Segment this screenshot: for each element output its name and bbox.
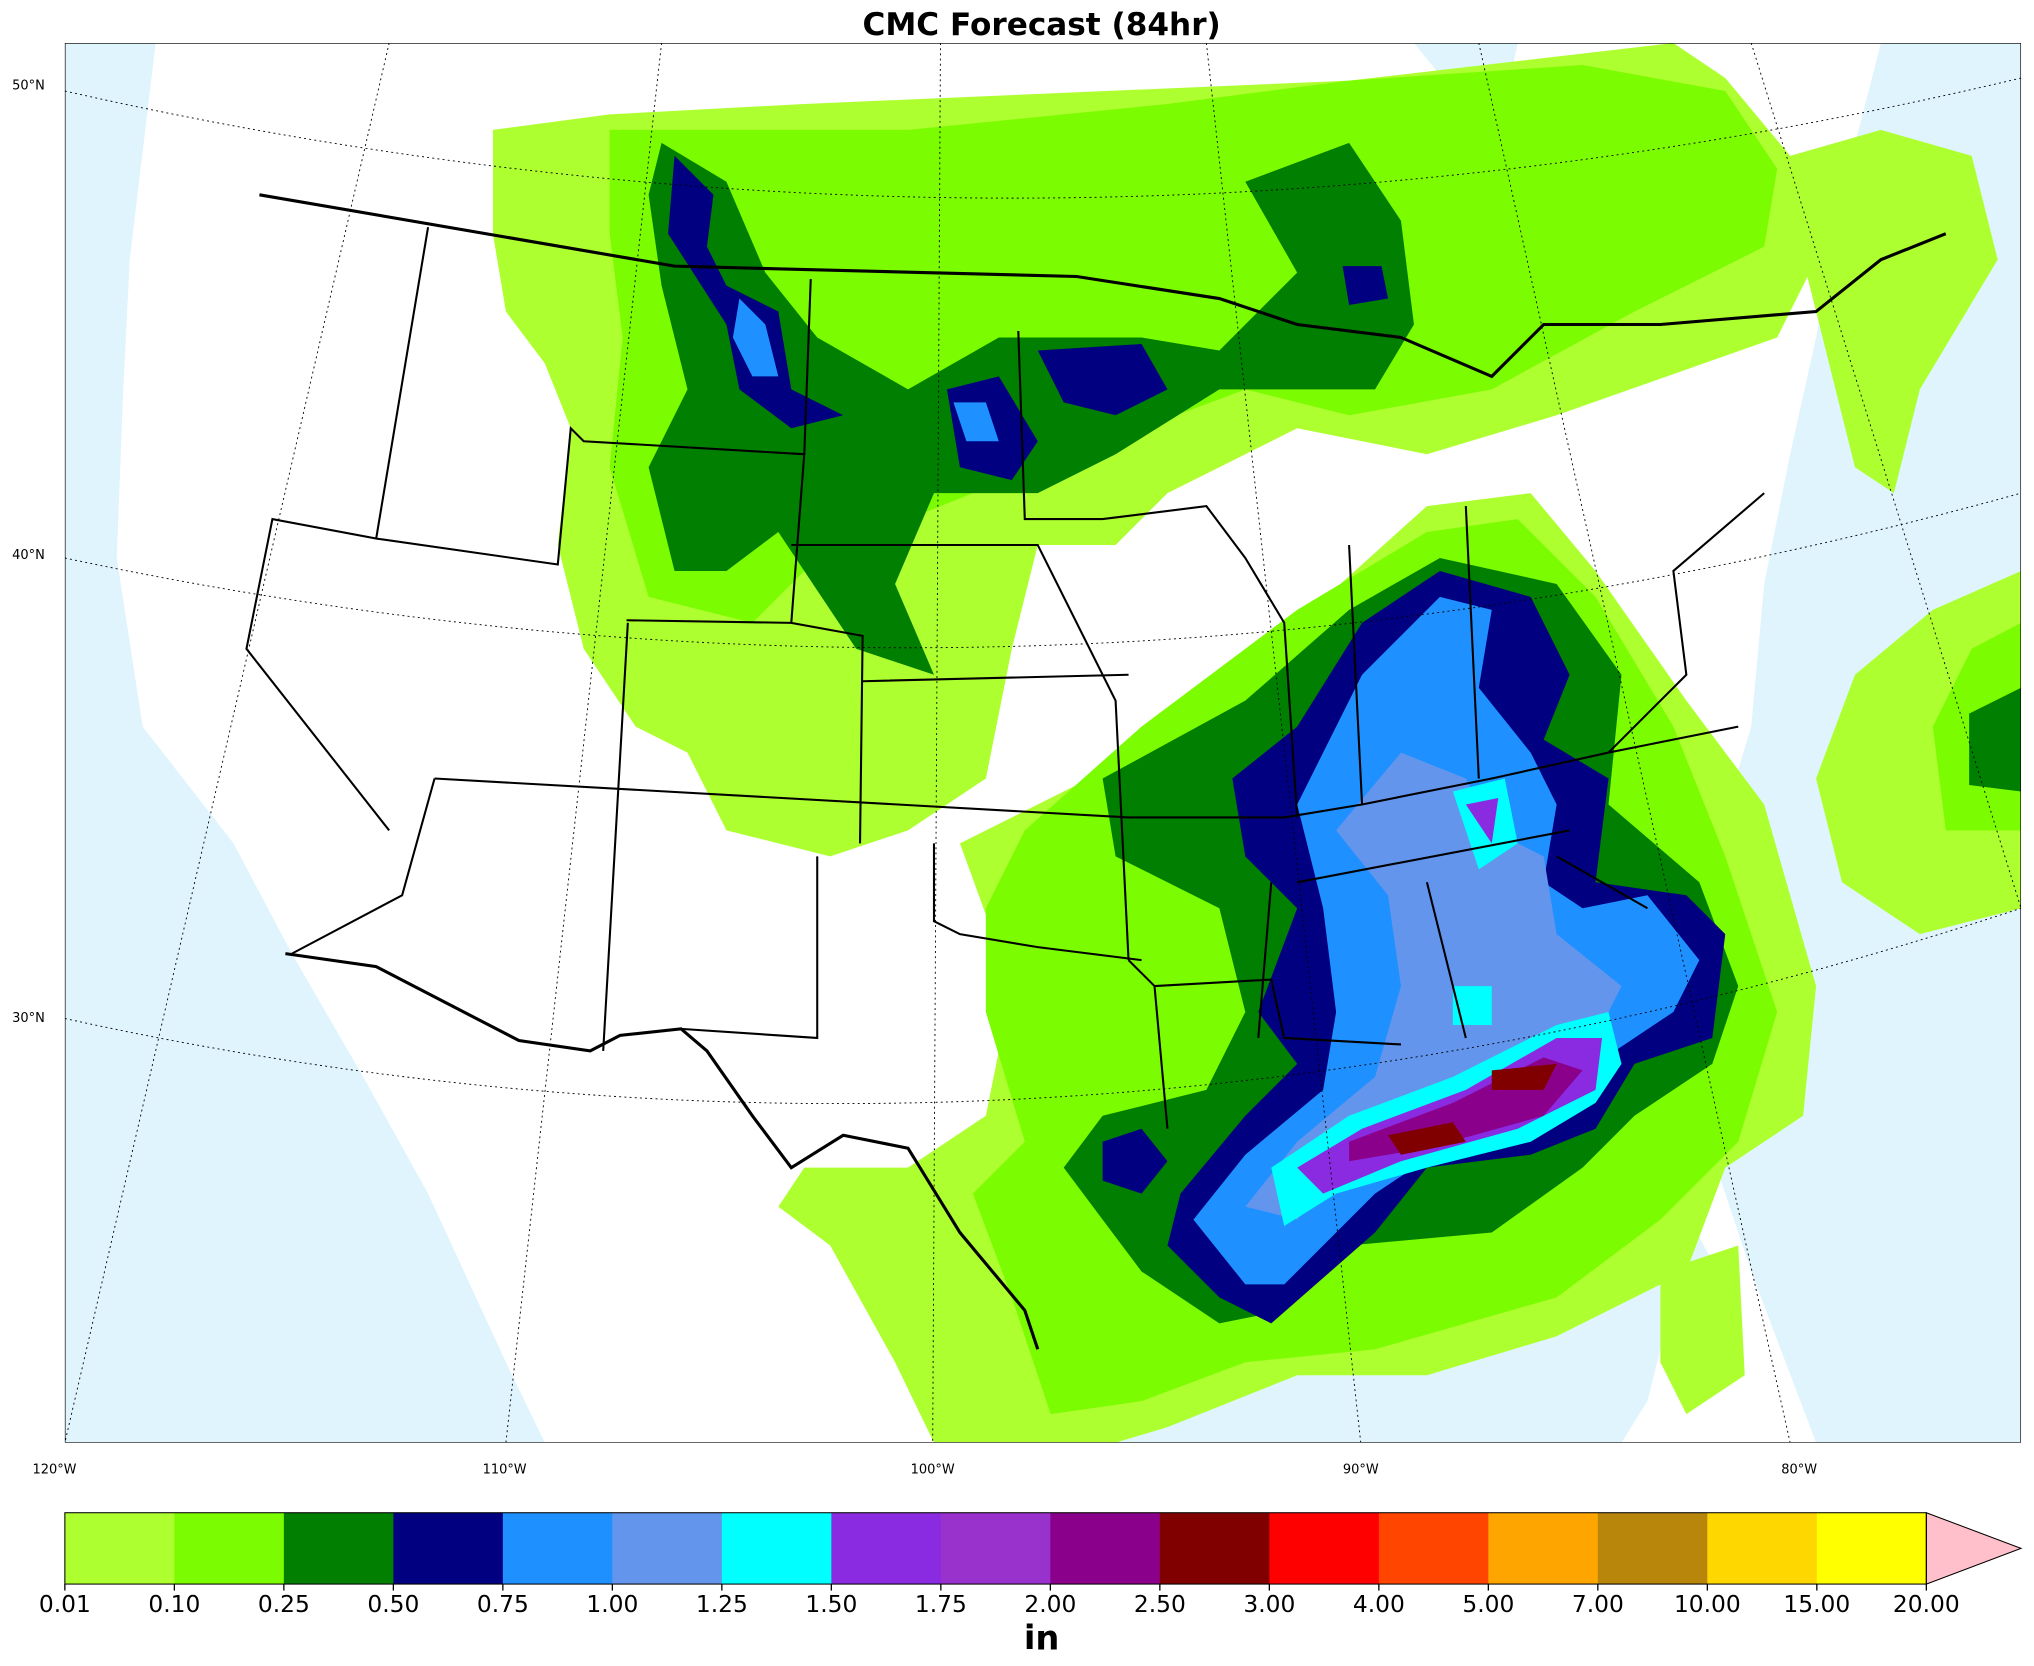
lat-label: 50°N bbox=[12, 78, 45, 93]
precip-contour bbox=[732, 298, 779, 377]
colorbar-extension bbox=[1925, 1511, 2023, 1585]
precip-contour bbox=[1245, 752, 1622, 1220]
precip-contour bbox=[953, 402, 999, 442]
colorbar-box bbox=[612, 1512, 723, 1585]
precip-contour bbox=[1465, 797, 1499, 844]
precip-contour bbox=[1037, 343, 1168, 416]
colorbar-tick-label: 0.25 bbox=[258, 1590, 310, 1618]
lon-label: 80°W bbox=[1781, 1462, 1817, 1477]
precip-contour bbox=[648, 142, 1414, 675]
colorbar-tick-label: 0.10 bbox=[148, 1590, 200, 1618]
colorbar-tick-label: 5.00 bbox=[1462, 1590, 1514, 1618]
lon-label: 90°W bbox=[1343, 1462, 1379, 1477]
colorbar-tick-label: 0.75 bbox=[477, 1590, 529, 1618]
colorbar-unit: in bbox=[1024, 1618, 1060, 1657]
colorbar-tick-label: 0.50 bbox=[367, 1590, 419, 1618]
colorbar-tick-label: 7.00 bbox=[1572, 1590, 1624, 1618]
colorbar-box bbox=[1269, 1512, 1380, 1585]
colorbar-box bbox=[1597, 1512, 1708, 1585]
colorbar-tick-label: 1.50 bbox=[805, 1590, 857, 1618]
colorbar-tick-label: 0.01 bbox=[39, 1590, 91, 1618]
colorbar-box bbox=[940, 1512, 1051, 1585]
precip-contour bbox=[1342, 266, 1388, 306]
axis-labels: 50°N 40°N 30°N 120°W 110°W 100°W 90°W 80°W bbox=[12, 78, 1817, 1477]
lon-label: 120°W bbox=[32, 1462, 76, 1477]
colorbar-box bbox=[1159, 1512, 1270, 1585]
colorbar-box bbox=[831, 1512, 942, 1585]
colorbar-box bbox=[1378, 1512, 1489, 1585]
colorbar-box bbox=[1816, 1512, 1927, 1585]
colorbar-tick-label: 3.00 bbox=[1243, 1590, 1295, 1618]
colorbar-tick-label: 10.00 bbox=[1674, 1590, 1741, 1618]
lat-label: 40°N bbox=[12, 548, 45, 563]
colorbar-box bbox=[1707, 1512, 1818, 1585]
lat-label: 30°N bbox=[12, 1011, 45, 1026]
colorbar-box bbox=[721, 1512, 832, 1585]
precip-contour bbox=[1660, 1245, 1745, 1415]
colorbar-tick-label: 1.25 bbox=[696, 1590, 748, 1618]
precip-contour bbox=[1102, 1128, 1168, 1194]
precip-contour bbox=[1790, 129, 1998, 494]
lon-label: 110°W bbox=[483, 1462, 527, 1477]
colorbar-tick-label: 1.00 bbox=[586, 1590, 638, 1618]
map bbox=[64, 43, 2022, 1443]
colorbar-box bbox=[174, 1512, 285, 1585]
precip-contour bbox=[1452, 986, 1492, 1025]
colorbar-box bbox=[283, 1512, 395, 1585]
colorbar-tick-label: 4.00 bbox=[1353, 1590, 1405, 1618]
title: CMC Forecast (84hr) bbox=[862, 7, 1220, 43]
colorbar-box bbox=[64, 1512, 176, 1585]
colorbar-tick-label: 1.75 bbox=[915, 1590, 967, 1618]
colorbar: 0.01 0.10 0.25 0.50 0.75 1.00 1.25 1.50 1.75 2.00… bbox=[39, 1511, 2023, 1618]
borders bbox=[245, 193, 1947, 1350]
precip-contour bbox=[1969, 687, 2022, 792]
colorbar-frame bbox=[64, 1512, 1927, 1585]
pacific bbox=[64, 43, 545, 1443]
colorbar-box bbox=[1050, 1512, 1161, 1585]
graticule bbox=[64, 43, 2022, 1443]
colorbar-box bbox=[502, 1512, 614, 1585]
colorbar-tick-label: 20.00 bbox=[1893, 1590, 1960, 1618]
colorbar-tick-label: 15.00 bbox=[1783, 1590, 1850, 1618]
colorbar-box bbox=[1488, 1512, 1599, 1585]
precip-contour bbox=[1387, 1122, 1466, 1155]
precip-contour bbox=[1491, 1063, 1557, 1090]
colorbar-box bbox=[393, 1512, 504, 1585]
colorbar-tick-label: 2.50 bbox=[1134, 1590, 1186, 1618]
lon-label: 100°W bbox=[911, 1462, 955, 1477]
colorbar-tick-label: 2.00 bbox=[1024, 1590, 1076, 1618]
